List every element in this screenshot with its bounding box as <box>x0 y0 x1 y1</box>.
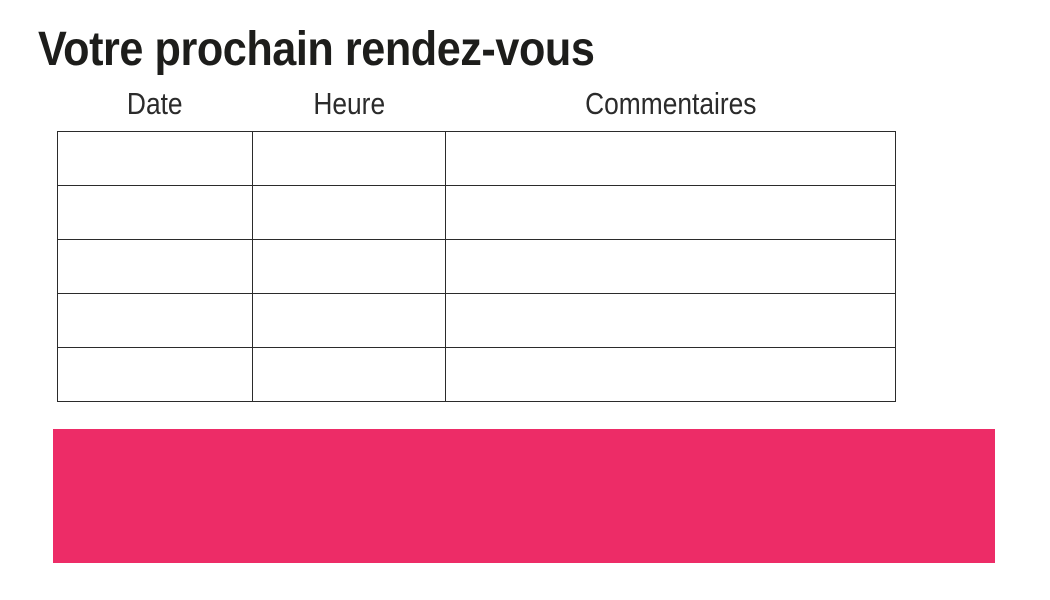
table-cell <box>445 185 896 240</box>
table-cell <box>57 293 253 348</box>
column-header-date: Date <box>58 86 253 132</box>
table-cell <box>252 131 446 186</box>
table-cell <box>252 347 446 402</box>
pink-banner <box>53 429 995 563</box>
table-cell <box>445 239 896 294</box>
column-header-commentaires: Commentaires <box>446 86 896 132</box>
column-header-date-label: Date <box>127 86 183 121</box>
table-cell <box>252 239 446 294</box>
table-row <box>57 239 896 294</box>
column-header-commentaires-label: Commentaires <box>584 86 757 121</box>
table-cell <box>445 131 896 186</box>
table-cell <box>57 185 253 240</box>
table-row <box>57 347 896 402</box>
table-row <box>57 293 896 348</box>
table-cell <box>252 293 446 348</box>
table-cell <box>57 347 253 402</box>
table-row <box>57 185 896 240</box>
table-cell <box>252 185 446 240</box>
table-cell <box>445 347 896 402</box>
table-body <box>57 131 896 402</box>
table-cell <box>445 293 896 348</box>
table-row <box>57 131 896 186</box>
table-header-row: Date Heure Commentaires <box>58 86 896 132</box>
column-header-heure: Heure <box>253 86 446 132</box>
appointments-table: Date Heure Commentaires <box>57 86 896 402</box>
page-title: Votre prochain rendez-vous <box>38 23 595 76</box>
table-cell <box>57 239 253 294</box>
column-header-heure-label: Heure <box>313 86 385 121</box>
table-cell <box>57 131 253 186</box>
